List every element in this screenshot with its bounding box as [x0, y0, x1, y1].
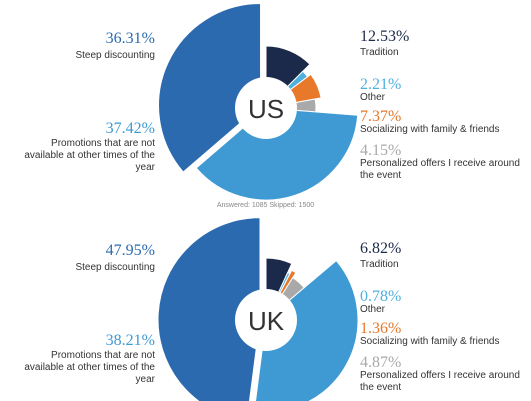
category-label: Promotions that are not available at oth…: [24, 350, 155, 385]
category-label: Other: [360, 92, 386, 103]
annotation: Answered: 1085 Skipped: 1500: [216, 202, 315, 209]
category-label: Tradition: [360, 47, 399, 58]
donut-hole: [235, 289, 297, 351]
category-label: Promotions that are not available at oth…: [24, 138, 155, 173]
value-label: 36.31%: [105, 30, 155, 47]
value-label: 12.53%: [360, 28, 410, 45]
pie-slice: [158, 2, 262, 173]
pie-slice: [157, 217, 261, 401]
category-label: Steep discounting: [75, 262, 155, 273]
value-label: 4.15%: [360, 142, 402, 159]
category-label: Personalized offers I receive around the…: [360, 370, 520, 393]
pie-title: UK: [248, 306, 285, 336]
pie-slice: [255, 259, 359, 401]
category-label: Other: [360, 304, 386, 315]
value-label: 2.21%: [360, 76, 402, 93]
category-label: Steep discounting: [75, 50, 155, 61]
value-label: 4.87%: [360, 354, 402, 371]
value-label: 6.82%: [360, 240, 402, 257]
category-label: Tradition: [360, 259, 399, 270]
category-label: Personalized offers I receive around the…: [360, 158, 520, 181]
pie-slice: [195, 107, 359, 201]
value-label: 38.21%: [105, 332, 155, 349]
category-label: Socializing with family & friends: [360, 124, 500, 135]
value-label: 0.78%: [360, 288, 402, 305]
value-label: 7.37%: [360, 108, 402, 125]
category-label: Socializing with family & friends: [360, 336, 500, 347]
value-label: 47.95%: [105, 242, 155, 259]
value-label: 37.42%: [105, 120, 155, 137]
donut-hole: [235, 77, 297, 139]
pie-title: US: [248, 94, 284, 124]
value-label: 1.36%: [360, 320, 402, 337]
